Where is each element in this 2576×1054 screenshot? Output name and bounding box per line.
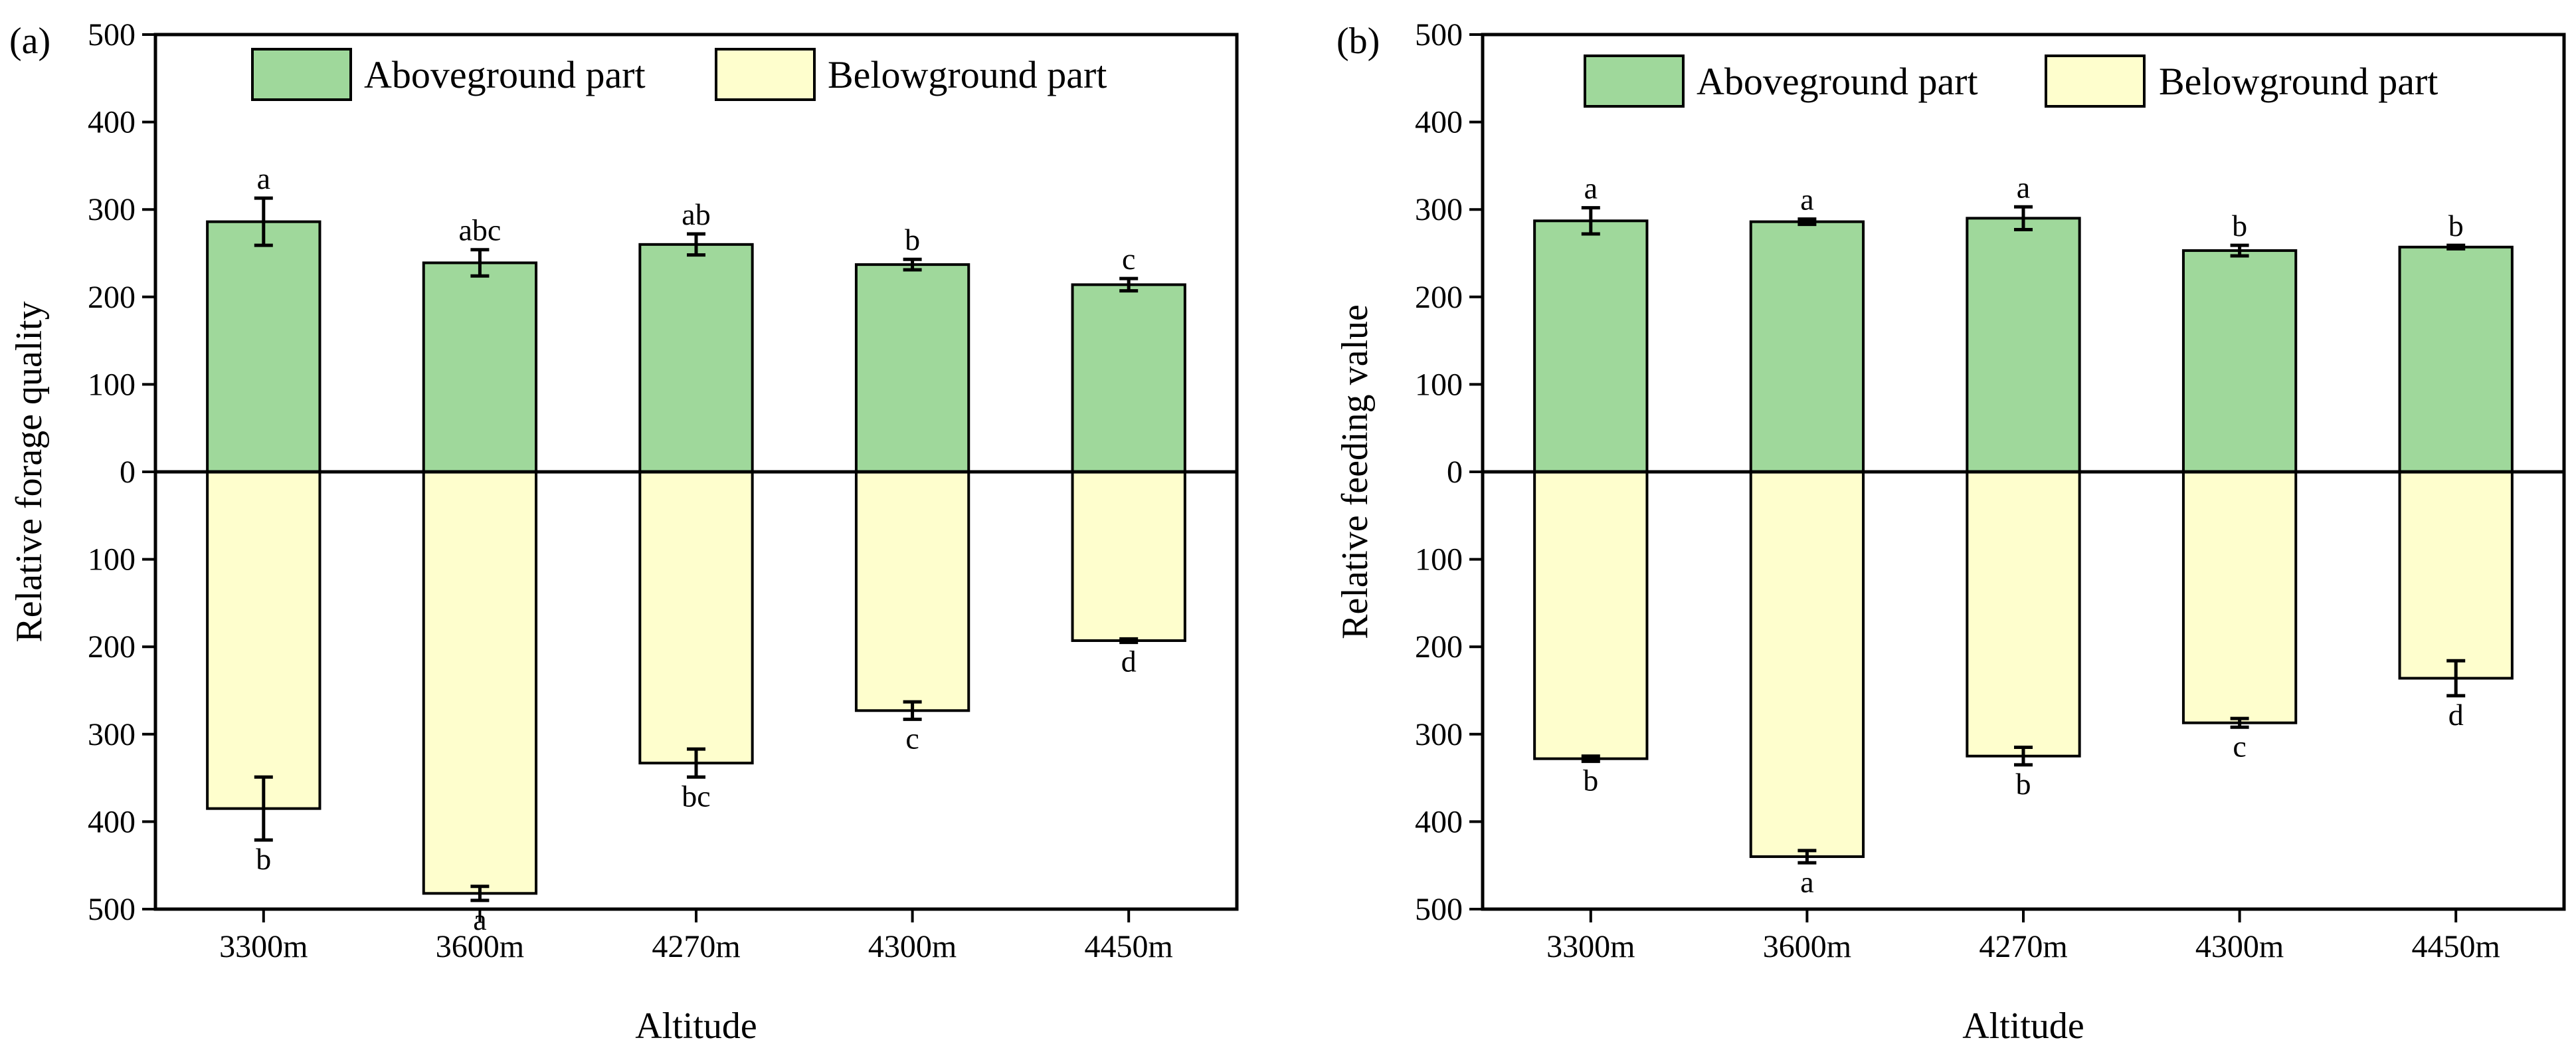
x-tick-label: 4270m <box>652 929 740 964</box>
bar-aboveground-3600m <box>422 261 538 473</box>
y-tick-label: 400 <box>1415 105 1463 140</box>
y-tick-label: 300 <box>1415 717 1463 752</box>
bar-belowground-4300m <box>854 471 970 712</box>
x-axis-title: Altitude <box>1962 1005 2084 1047</box>
significance-letter: c <box>905 721 919 755</box>
significance-letter: a <box>1584 171 1598 205</box>
y-tick-label: 200 <box>1415 629 1463 665</box>
y-tick-label: 400 <box>1415 804 1463 839</box>
significance-letter: a <box>1800 865 1813 898</box>
significance-letter: b <box>2232 209 2247 243</box>
y-tick-label: 300 <box>88 192 136 227</box>
bar-belowground-3300m <box>1533 471 1649 760</box>
y-tick-label: 300 <box>88 717 136 752</box>
y-tick-label: 0 <box>120 455 136 490</box>
y-tick-label: 100 <box>88 542 136 578</box>
y-tick-label: 400 <box>88 804 136 839</box>
significance-letter: a <box>257 161 270 195</box>
bar-aboveground-4300m <box>2181 249 2298 473</box>
bar-aboveground-3300m <box>1533 219 1649 473</box>
significance-letter: b <box>2016 767 2031 801</box>
bar-belowground-3300m <box>206 471 322 810</box>
bar-aboveground-4270m <box>1966 217 2081 473</box>
y-tick-label: 0 <box>1447 455 1463 490</box>
significance-letter: d <box>2448 698 2464 732</box>
bar-belowground-4450m <box>1071 471 1186 642</box>
x-tick-label: 4450m <box>2412 929 2500 964</box>
bar-aboveground-4300m <box>854 263 970 473</box>
x-tick-label: 4450m <box>1085 929 1173 964</box>
y-tick-label: 500 <box>1415 892 1463 927</box>
significance-letter: ab <box>682 197 710 231</box>
significance-letter: c <box>2233 729 2246 763</box>
x-axis-title: Altitude <box>635 1005 757 1047</box>
legend-swatch-belowground <box>2045 54 2146 108</box>
y-axis-title: Relative forage quality <box>9 301 50 642</box>
bar-belowground-4270m <box>1966 471 2081 758</box>
x-tick-label: 3300m <box>1546 929 1635 964</box>
y-tick-label: 500 <box>88 892 136 927</box>
significance-letter: bc <box>682 779 710 813</box>
bar-aboveground-3300m <box>206 220 322 473</box>
significance-letter: d <box>1121 645 1137 679</box>
panel-label: (b) <box>1336 21 1380 62</box>
legend: Aboveground part Belowground part <box>251 48 1107 101</box>
y-tick-label: 200 <box>1415 280 1463 315</box>
x-tick-label: 4300m <box>868 929 957 964</box>
bar-aboveground-4450m <box>1071 283 1186 473</box>
y-tick-label: 400 <box>88 105 136 140</box>
legend-label-aboveground: Aboveground part <box>364 53 646 96</box>
bar-aboveground-4270m <box>638 243 754 473</box>
y-tick-label: 300 <box>1415 192 1463 227</box>
y-tick-label: 500 <box>88 17 136 53</box>
y-tick-label: 100 <box>88 367 136 402</box>
legend-swatch-aboveground <box>251 48 352 101</box>
x-tick-label: 3600m <box>436 929 524 964</box>
significance-letter: b <box>905 223 920 257</box>
significance-letter: b <box>256 842 271 876</box>
significance-letter: b <box>1583 764 1598 797</box>
panel-b: (b) a a a b b b a b c d 500 400 300 200 100 0 100 200 300 40… <box>1334 17 2566 1047</box>
x-tick-label: 4300m <box>2195 929 2284 964</box>
significance-letter: a <box>1800 183 1813 217</box>
y-axis-title: Relative feeding value <box>1334 304 1376 639</box>
x-tick-label: 4270m <box>1979 929 2067 964</box>
bar-belowground-4270m <box>638 471 754 765</box>
bar-aboveground-3600m <box>1749 220 1865 473</box>
significance-letter: c <box>1122 242 1135 276</box>
panel-a: (a)aabcabbcbabccd50040030020010001002003… <box>9 17 1239 1047</box>
bar-belowground-3600m <box>1749 471 1865 859</box>
y-tick-label: 200 <box>88 629 136 665</box>
bar-aboveground-4450m <box>2398 245 2514 473</box>
bar-belowground-4300m <box>2181 471 2298 724</box>
y-tick-label: 200 <box>88 280 136 315</box>
x-tick-label: 3600m <box>1763 929 1851 964</box>
significance-letter: b <box>2448 209 2464 243</box>
legend-label-belowground: Belowground part <box>828 53 1107 96</box>
significance-letter: abc <box>458 213 501 247</box>
legend-swatch-belowground <box>715 48 816 101</box>
legend-label-aboveground: Aboveground part <box>1697 60 1978 103</box>
bar-belowground-3600m <box>422 471 538 895</box>
panel-label: (a) <box>9 21 50 62</box>
bar-belowground-4450m <box>2398 471 2514 680</box>
legend-swatch-aboveground <box>1584 54 1685 108</box>
legend: Aboveground part Belowground part <box>1584 54 2438 108</box>
y-tick-label: 100 <box>1415 367 1463 402</box>
legend-label-belowground: Belowground part <box>2159 60 2438 103</box>
y-tick-label: 500 <box>1415 17 1463 53</box>
y-tick-label: 100 <box>1415 542 1463 578</box>
significance-letter: a <box>2017 170 2030 204</box>
x-tick-label: 3300m <box>219 929 308 964</box>
